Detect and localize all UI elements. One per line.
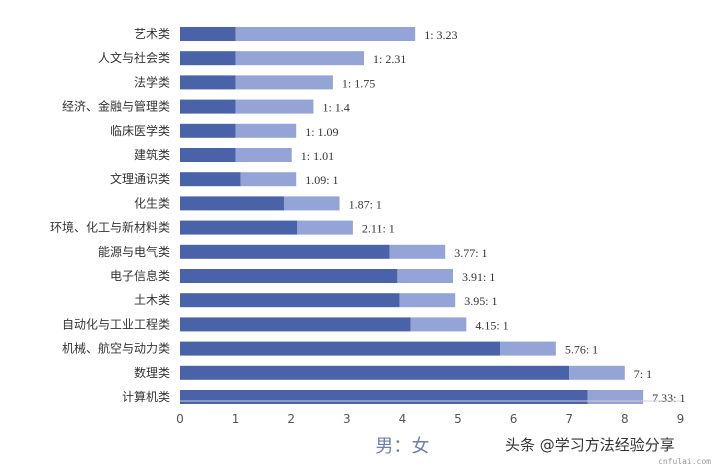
ratio-label: 1: 2.31 (373, 52, 406, 66)
bar-female (587, 390, 644, 404)
bar-male (180, 365, 570, 380)
bar-male (180, 293, 400, 308)
ratio-label: 1.09: 1 (305, 173, 338, 187)
category-label: 化生类 (134, 196, 170, 210)
x-tick-label: 2 (287, 412, 295, 426)
bar-male (180, 51, 236, 66)
category-label: 数理类 (134, 365, 170, 380)
category-label: 临床医学类 (110, 123, 170, 138)
category-label: 电子信息类 (110, 268, 170, 283)
category-label: 土木类 (134, 293, 170, 307)
x-tick-label: 0 (176, 412, 184, 426)
bar-male (180, 220, 298, 235)
bar-male (180, 196, 284, 211)
bar-male (180, 148, 236, 162)
bar-male (180, 317, 411, 332)
bar-female (235, 75, 333, 90)
site-url: cnfulai.com (658, 457, 711, 466)
bar-female (569, 365, 625, 380)
x-axis-title: 男：女 (375, 436, 429, 457)
bar-male (180, 269, 398, 283)
bar-female (389, 244, 446, 259)
ratio-label: 1: 1.4 (322, 101, 349, 115)
ratio-label: 2.11: 1 (362, 222, 395, 236)
bar-female (397, 269, 453, 283)
bar-male (180, 27, 236, 41)
ratio-label: 1: 3.23 (424, 28, 457, 42)
x-tick-label: 6 (510, 412, 518, 426)
category-label: 文理通识类 (110, 171, 170, 186)
bar-male (180, 172, 241, 187)
bar-female (235, 27, 416, 41)
category-label: 建筑类 (134, 147, 170, 162)
bar-male (180, 75, 236, 90)
bar-female (235, 99, 314, 114)
bar-female (410, 317, 467, 332)
bar-female (399, 293, 456, 308)
category-label: 计算机类 (122, 389, 170, 404)
x-tick-label: 4 (399, 412, 407, 426)
bar-female (297, 220, 353, 235)
category-label: 机械、航空与动力类 (62, 341, 170, 356)
x-tick-label: 1 (232, 412, 240, 426)
category-label: 人文与社会类 (98, 50, 170, 65)
bar-female (240, 172, 297, 187)
bar-female (235, 148, 292, 162)
category-label: 能源与电气类 (98, 244, 170, 259)
x-tick-label: 8 (621, 412, 629, 426)
category-label: 法学类 (134, 74, 170, 89)
bar-female (235, 123, 297, 138)
bar-male (180, 341, 501, 356)
bar-male (180, 99, 236, 114)
ratio-label: 7.33: 1 (652, 391, 685, 405)
category-label: 经济、金融与管理类 (62, 99, 170, 114)
bars-group (180, 27, 644, 404)
ratio-label: 4.15: 1 (475, 318, 508, 332)
x-tick-label: 7 (565, 412, 573, 426)
x-tick-label: 5 (454, 412, 462, 426)
watermark-text: 头条 @学习方法经验分享 (505, 436, 675, 454)
x-tick-labels: 0 1 2 3 4 5 6 7 8 9 (176, 412, 684, 426)
ratio-label: 3.77: 1 (454, 246, 487, 260)
ratio-labels: 1: 3.23 1: 2.31 1: 1.75 1: 1.4 1: 1.09 1: 1.0… (301, 28, 686, 405)
ratio-label: 3.95: 1 (464, 294, 497, 308)
bar-male (180, 244, 390, 259)
ratio-label: 1: 1.01 (301, 149, 334, 163)
ratio-label: 7: 1 (634, 367, 652, 381)
category-labels: 艺术类人文与社会类法学类经济、金融与管理类临床医学类建筑类文理通识类化生类环境、… (50, 27, 170, 404)
bar-male (180, 390, 588, 404)
category-label: 自动化与工业工程类 (62, 316, 170, 331)
x-tick-label: 9 (677, 412, 685, 426)
bar-male (180, 123, 236, 138)
ratio-label: 1.87: 1 (349, 197, 382, 211)
bar-female (500, 341, 556, 356)
ratio-label: 1: 1.09 (305, 125, 338, 139)
category-label: 艺术类 (134, 27, 170, 41)
x-tick-label: 3 (343, 412, 351, 426)
category-label: 环境、化工与新材料类 (50, 220, 170, 235)
bar-female (235, 51, 365, 66)
bar-female (283, 196, 340, 211)
ratio-label: 3.91: 1 (462, 270, 495, 284)
ratio-label: 1: 1.75 (342, 76, 375, 90)
ratio-label: 5.76: 1 (565, 343, 598, 357)
